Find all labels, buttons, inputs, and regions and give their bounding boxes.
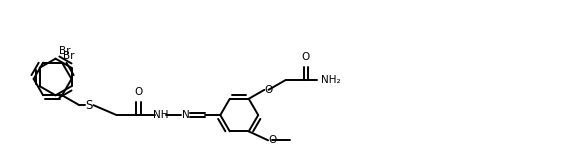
Text: O: O: [268, 135, 276, 145]
Text: Br: Br: [63, 51, 74, 61]
Text: Br: Br: [59, 46, 70, 56]
Text: NH₂: NH₂: [321, 75, 340, 85]
Text: NH: NH: [152, 110, 168, 120]
Text: S: S: [86, 99, 93, 112]
Text: O: O: [264, 85, 272, 95]
Text: O: O: [134, 87, 143, 97]
Text: N: N: [182, 110, 189, 120]
Text: O: O: [301, 52, 310, 62]
